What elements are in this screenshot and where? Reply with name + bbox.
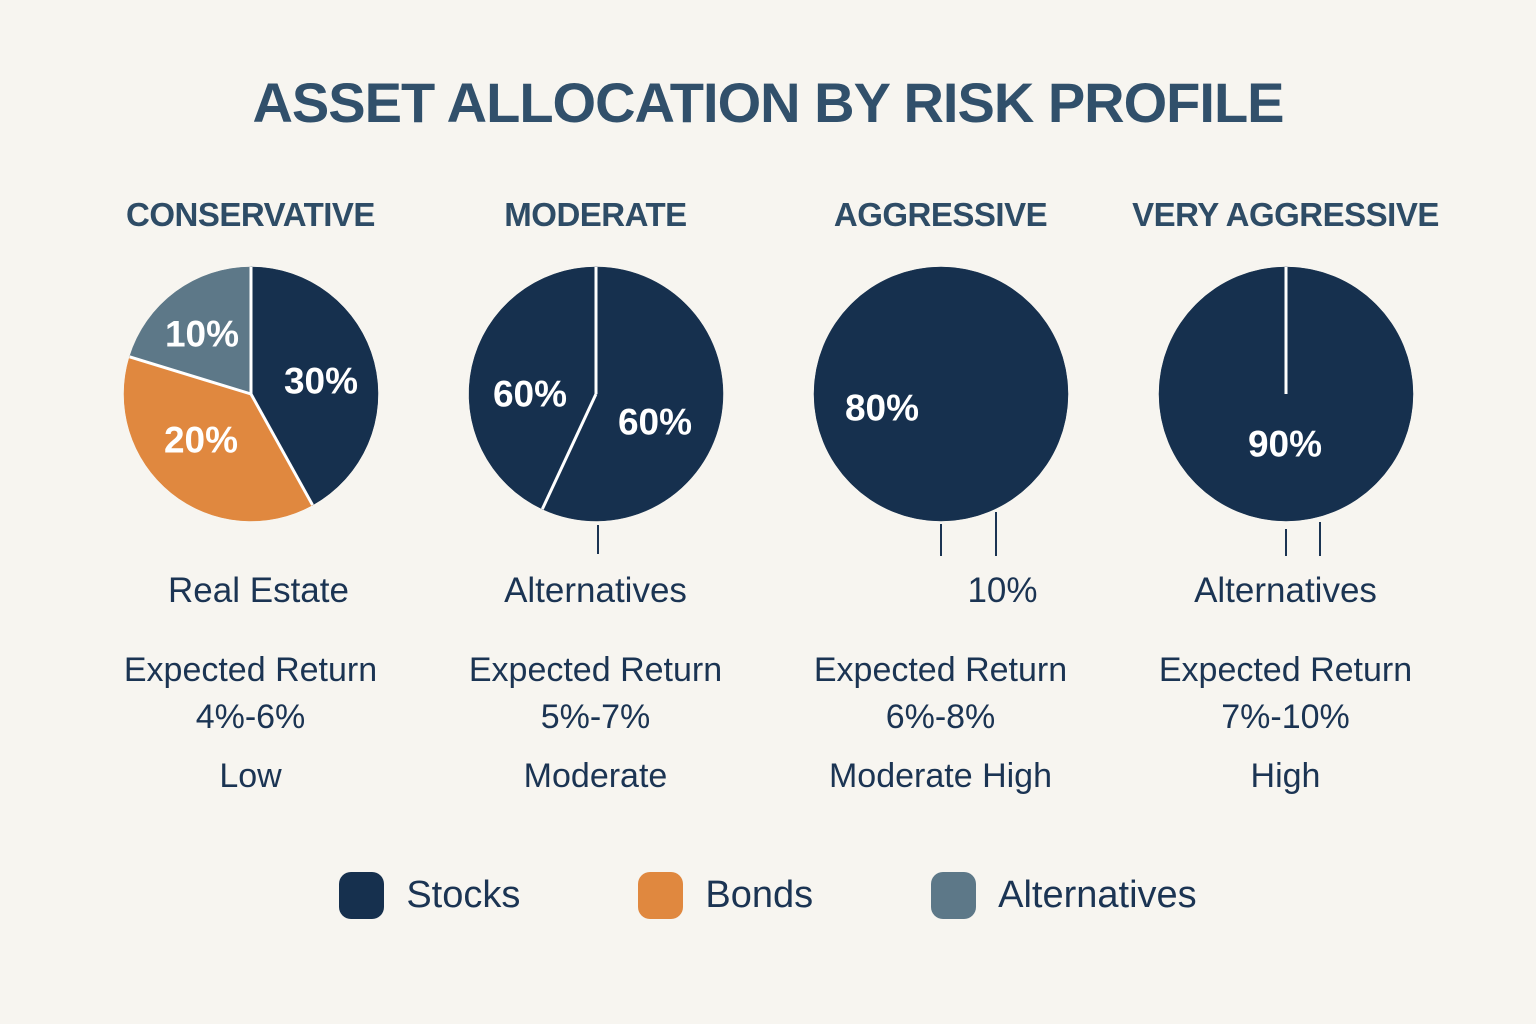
pie-slice-stocks [813,266,1068,522]
pie-slice-stocks [250,266,378,506]
pie-value-label: 90% [1247,424,1321,465]
expected-return-title: Expected Return [123,651,378,689]
pie-slice-stocks [468,266,596,510]
pie-wrap: 30% 20% 10% [78,264,423,564]
callout-label: Alternatives [1194,571,1377,610]
pie-chart-moderate: 60% 60% [468,266,723,554]
pie-value-label: 60% [617,402,691,443]
callout-label: 10% [967,571,1038,610]
legend-item-stocks: Stocks [339,872,520,919]
profile-header-conservative: CONSERVATIVE [126,196,375,233]
alternatives-color-swatch [931,872,977,919]
pie-value-label: 80% [844,388,918,429]
pie-wrap: 90% [1113,264,1458,564]
profile-conservative: CONSERVATIVE 30% 20% 10% Real Estate Expec… [78,192,423,798]
pie-wrap: 80% [768,264,1113,564]
expected-return-range: 4%-6% [195,698,306,736]
legend-label-stocks: Stocks [406,874,521,916]
legend-label-alternatives: Alternatives [998,874,1197,916]
risk-level: High [1250,757,1321,795]
expected-return-title: Expected Return [813,651,1068,689]
page-title: ASSET ALLOCATION BY RISK PROFILE [252,71,1284,134]
risk-level: Moderate [523,757,668,795]
profile-header-aggressive: AGGRESSIVE [833,196,1048,233]
expected-return-range: 7%-10% [1221,698,1350,736]
pie-slice-alternatives [128,266,251,395]
callout-label: Real Estate [168,571,349,610]
pie-chart-very-aggressive: 90% [1158,266,1413,556]
bonds-color-swatch [638,872,684,919]
legend-item-alternatives: Alternatives [931,872,1197,919]
profile-header-moderate: MODERATE [504,196,687,233]
slice-divider-line [540,393,597,510]
expected-return-title: Expected Return [1158,651,1413,689]
expected-return-title: Expected Return [468,651,723,689]
expected-return-range: 5%-7% [540,698,651,736]
pie-chart-aggressive: 80% [813,266,1068,556]
stocks-color-swatch [339,872,385,919]
legend: Stocks Bonds Alternatives [0,872,1536,919]
pie-value-label: 60% [492,374,566,415]
pie-chart-conservative: 30% 20% 10% [123,266,378,522]
profile-aggressive: AGGRESSIVE 80% 10% Expected Return 6%-8%… [768,192,1113,798]
profile-header-very-aggressive: VERY AGGRESSIVE [1132,196,1439,233]
slice-divider-line [249,393,314,506]
pie-slice-stocks [541,266,723,522]
profile-moderate: MODERATE 60% 60% Alternatives Expected Re… [423,192,768,798]
pie-value-label: 30% [283,361,357,402]
risk-level: Moderate High [828,757,1052,795]
pie-slice-bonds [123,356,313,522]
slice-divider-line [128,355,251,396]
callout-label: Alternatives [504,571,687,610]
profiles-grid: CONSERVATIVE 30% 20% 10% Real Estate Expec… [0,192,1536,798]
pie-value-label: 10% [164,314,238,355]
profile-very-aggressive: VERY AGGRESSIVE 90% Alternatives Expecte… [1113,192,1458,798]
legend-label-bonds: Bonds [705,874,814,916]
legend-item-bonds: Bonds [638,872,813,919]
pie-wrap: 60% 60% [423,264,768,564]
risk-level: Low [219,757,282,795]
expected-return-range: 6%-8% [885,698,996,736]
pie-value-label: 20% [163,420,237,461]
